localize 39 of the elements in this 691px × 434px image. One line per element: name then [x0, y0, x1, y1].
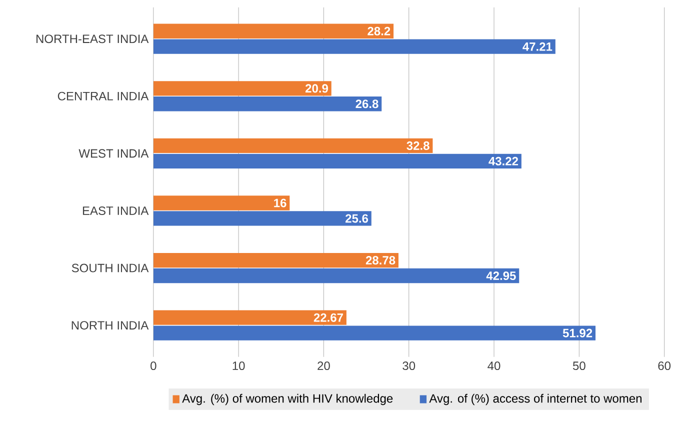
data-label: 16	[274, 198, 286, 208]
x-tick-label: 10	[232, 361, 245, 370]
x-tick-label: 60	[658, 361, 671, 370]
bar	[153, 80, 332, 96]
y-tick-label: NORTH-EAST INDIA	[36, 34, 149, 44]
data-label: 32.8	[406, 141, 430, 150]
y-tick-label: SOUTH INDIA	[72, 264, 149, 272]
bar	[153, 154, 522, 168]
x-tick-label: 0	[150, 361, 156, 370]
x-tick-label: 40	[488, 361, 500, 370]
bar	[153, 39, 556, 54]
bar	[153, 268, 520, 284]
bar	[153, 252, 398, 268]
data-label: 28.78	[366, 256, 396, 264]
legend-label: Avg. of (%) access of internet to women	[429, 394, 642, 405]
data-label: 25.6	[346, 214, 368, 223]
bar	[153, 211, 372, 226]
bar	[153, 138, 433, 153]
data-label: 20.9	[305, 84, 328, 93]
data-label: 47.21	[522, 42, 552, 51]
bar	[153, 326, 596, 340]
data-label: 42.95	[486, 271, 516, 280]
bar	[153, 196, 290, 210]
data-label: 28.2	[368, 26, 390, 36]
y-tick-label: EAST INDIA	[82, 206, 149, 215]
bar	[153, 24, 394, 38]
y-tick-label: WEST INDIA	[78, 149, 149, 158]
data-label: 26.8	[356, 100, 378, 108]
x-tick-label: 50	[572, 361, 586, 370]
data-label: 22.67	[314, 313, 343, 322]
legend-label: Avg. (%) of women with HIV knowledge	[182, 394, 393, 405]
data-label: 43.22	[488, 156, 518, 166]
x-tick-label: 20	[318, 361, 330, 370]
bar	[153, 96, 382, 112]
y-tick-label: CENTRAL INDIA	[58, 92, 149, 100]
data-label: 51.92	[562, 328, 592, 338]
y-tick-label: NORTH INDIA	[72, 320, 149, 330]
x-tick-label: 30	[402, 361, 416, 370]
bar	[153, 310, 346, 325]
